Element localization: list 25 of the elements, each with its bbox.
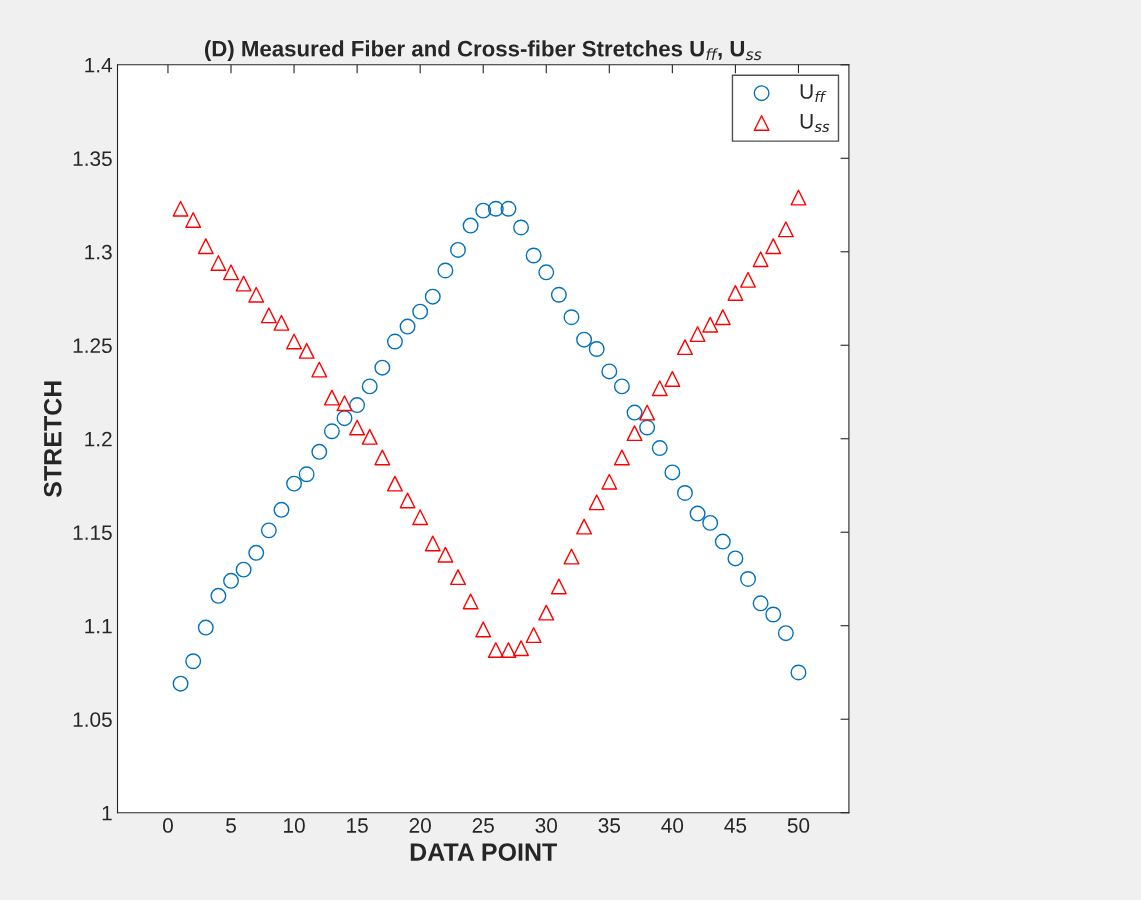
- x-tick-label: 45: [724, 818, 747, 833]
- x-tick-label: 35: [598, 818, 621, 833]
- y-tick-label: 1.35: [73, 151, 112, 167]
- x-tick-label: 40: [661, 818, 684, 833]
- x-tick-label: 15: [347, 818, 368, 833]
- y-tick-label: 1.4: [85, 58, 113, 73]
- x-tick-label: 30: [535, 818, 558, 833]
- y-axis-title: STRETCH: [43, 381, 62, 498]
- y-tick-label: 1.3: [85, 244, 112, 260]
- chart-title: (D) Measured Fiber and Cross-fiber Stretches U$_{ff}$, U$_{ss}$: [204, 40, 762, 61]
- y-tick-label: 1: [102, 805, 112, 821]
- x-tick-label: 5: [226, 818, 236, 833]
- x-tick-label: 25: [472, 818, 494, 833]
- y-tick-label: 1.25: [73, 338, 112, 354]
- y-tick-label: 1.05: [73, 712, 112, 727]
- x-tick-label: 0: [162, 818, 173, 833]
- y-tick-label: 1.1: [85, 618, 112, 634]
- x-tick-label: 50: [787, 818, 810, 833]
- y-tick-label: 1.2: [85, 431, 112, 447]
- x-axis-title: DATA POINT: [410, 843, 558, 861]
- x-tick-label: 10: [284, 818, 305, 833]
- legend-label: U$_{ss}$: [800, 114, 830, 133]
- legend-label: U$_{ff}$: [800, 84, 827, 103]
- y-tick-label: 1.15: [73, 525, 112, 540]
- x-tick-label: 20: [409, 818, 431, 833]
